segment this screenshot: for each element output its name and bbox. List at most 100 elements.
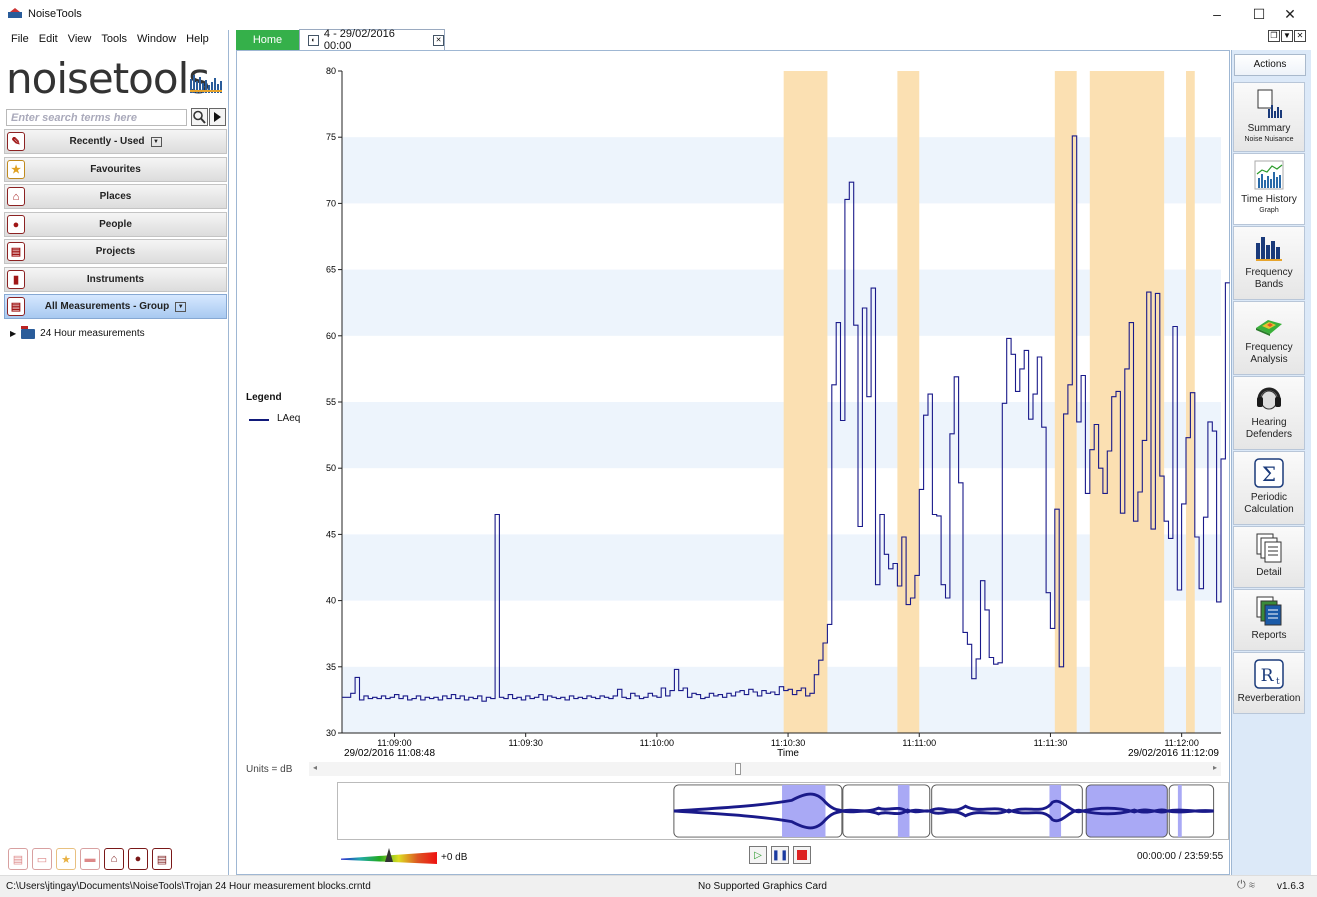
open-folder-icon[interactable]: ▭	[32, 848, 52, 870]
close-icon[interactable]: ✕	[1294, 30, 1306, 42]
minimize-button[interactable]: –	[1213, 6, 1221, 22]
tab-home[interactable]: Home	[236, 30, 299, 50]
waveform-overview[interactable]	[337, 782, 1229, 840]
x-tick-label: 11:11:00	[902, 738, 936, 748]
chevron-down-icon[interactable]: ▼	[150, 136, 162, 147]
y-tick-label: 35	[326, 662, 336, 672]
y-tick-label: 65	[326, 265, 336, 275]
frequency-bands-icon	[1256, 237, 1282, 261]
gain-slider-handle[interactable]	[385, 848, 393, 862]
nav-places[interactable]: ⌂ Places	[4, 184, 227, 209]
dropdown-icon[interactable]: ▼	[1281, 30, 1293, 42]
action-frequency-analysis[interactable]: Frequency Analysis	[1233, 301, 1305, 375]
detail-icon	[1256, 533, 1282, 563]
document-icon: ▤	[7, 297, 25, 316]
summary-icon	[1257, 89, 1282, 118]
highlight-region	[1054, 71, 1077, 733]
scroll-thumb[interactable]	[735, 763, 741, 775]
tree-item-24-hour[interactable]: ▶ 24 Hour measurements	[10, 325, 145, 339]
nav-all-measurements[interactable]: ▤ All Measurements - Group ▼	[4, 294, 227, 319]
noisetools-logo: noisetools	[6, 54, 210, 103]
chart-scrollbar[interactable]: ◂ ▸	[309, 762, 1221, 776]
stop-button[interactable]	[793, 846, 811, 864]
folder-icon[interactable]: ▬	[80, 848, 100, 870]
search-go-button[interactable]	[209, 108, 226, 126]
y-tick-label: 55	[326, 397, 336, 407]
meter-icon: ▮	[7, 270, 25, 289]
play-icon: ▷	[754, 849, 762, 861]
search-button[interactable]	[191, 108, 208, 126]
menu-file[interactable]: File	[11, 33, 29, 45]
menu-help[interactable]: Help	[186, 33, 209, 45]
scroll-right-icon[interactable]: ▸	[1212, 763, 1217, 772]
action-label: Frequency Bands	[1245, 267, 1293, 290]
menu-view[interactable]: View	[67, 33, 92, 45]
pause-button[interactable]: ❚❚	[771, 846, 789, 864]
x-tick-label: 11:09:30	[508, 738, 542, 748]
status-bar: C:\Users\jtingay\Documents\NoiseTools\Tr…	[0, 875, 1317, 897]
frequency-analysis-icon	[1256, 320, 1282, 336]
restore-icon[interactable]: ❐	[1268, 30, 1280, 42]
power-wifi-icon: ⏻ ≋	[1237, 879, 1255, 891]
action-hearing-defenders[interactable]: Hearing Defenders	[1233, 376, 1305, 450]
search-icon	[193, 110, 206, 124]
tab-measurement[interactable]: ◐ 4 - 29/02/2016 00:00 ✕	[299, 28, 445, 52]
version-label: v1.6.3	[1277, 881, 1305, 892]
menu-bar: File Edit View Tools Window Help	[0, 30, 229, 50]
nav-favourites[interactable]: ★ Favourites	[4, 157, 227, 182]
action-label: Periodic Calculation	[1244, 492, 1294, 515]
close-button[interactable]: ✕	[1284, 6, 1296, 22]
nav-recently-used[interactable]: ✎ Recently - Used ▼	[4, 129, 227, 154]
search-input[interactable]	[6, 109, 187, 126]
nav-projects[interactable]: ▤ Projects	[4, 239, 227, 264]
units-label: Units = dB	[246, 764, 293, 775]
legend-series-label: LAeq	[277, 413, 301, 424]
star-icon: ★	[7, 160, 25, 179]
nav-people[interactable]: ● People	[4, 212, 227, 237]
logo-bars-icon	[190, 75, 222, 93]
x-tick-label: 11:12:00	[1164, 738, 1198, 748]
legend-title: Legend	[246, 392, 282, 403]
action-reports[interactable]: Reports	[1233, 589, 1305, 651]
navigation-panel: File Edit View Tools Window Help noiseto…	[0, 30, 229, 875]
end-time-label: 29/02/2016 11:12:09	[1128, 748, 1219, 759]
house-icon[interactable]: ⌂	[104, 848, 124, 870]
scroll-left-icon[interactable]: ◂	[313, 763, 318, 772]
measurement-tab-icon: ◐	[308, 34, 319, 46]
menu-window[interactable]: Window	[137, 33, 177, 45]
action-detail[interactable]: Detail	[1233, 526, 1305, 588]
action-periodic-calculation[interactable]: Σ Periodic Calculation	[1233, 451, 1305, 525]
chevron-down-icon[interactable]: ▼	[175, 301, 187, 312]
expand-arrow-icon[interactable]: ▶	[10, 329, 17, 338]
star-icon[interactable]: ★	[56, 848, 76, 870]
menu-edit[interactable]: Edit	[38, 33, 58, 45]
document-window-controls: ❐ ▼ ✕	[1268, 30, 1306, 42]
actions-panel: Actions Summary Noise Nuisance Time Hist…	[1231, 50, 1311, 875]
action-label: Summary	[1247, 123, 1291, 134]
menu-tools[interactable]: Tools	[101, 33, 128, 45]
document-icon[interactable]: ▤	[152, 848, 172, 870]
y-tick-label: 60	[326, 331, 336, 341]
action-summary[interactable]: Summary Noise Nuisance	[1233, 82, 1305, 152]
gain-label: +0 dB	[441, 852, 468, 863]
y-tick-label: 70	[326, 198, 336, 208]
person-icon[interactable]: ●	[128, 848, 148, 870]
nav-label: Places	[99, 191, 132, 202]
close-tab-icon[interactable]: ✕	[433, 34, 445, 46]
nav-instruments[interactable]: ▮ Instruments	[4, 267, 227, 292]
x-tick-label: 11:10:00	[640, 738, 674, 748]
x-tick-label: 11:10:30	[771, 738, 805, 748]
new-document-icon[interactable]: ▤	[8, 848, 28, 870]
action-frequency-bands[interactable]: Frequency Bands	[1233, 226, 1305, 300]
reports-icon	[1256, 596, 1282, 626]
highlight-region	[1089, 71, 1165, 733]
action-time-history[interactable]: Time History Graph	[1233, 153, 1305, 225]
maximize-button[interactable]: ☐	[1252, 6, 1266, 22]
house-icon: ⌂	[7, 187, 25, 206]
x-axis-label: Time	[777, 748, 799, 759]
time-history-chart[interactable]: 30 35 40 45 50 55 60 65 70 75 80 11:09:00 11:09:30 11…	[297, 51, 1231, 763]
play-button[interactable]: ▷	[749, 846, 767, 864]
document-icon: ▤	[7, 242, 25, 261]
laeq-series-line	[342, 135, 1230, 702]
